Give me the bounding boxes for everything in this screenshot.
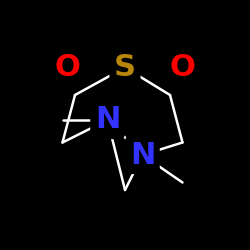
Text: S: S <box>114 53 136 82</box>
Text: O: O <box>170 53 196 82</box>
Text: N: N <box>130 140 155 170</box>
Text: O: O <box>54 53 80 82</box>
Text: N: N <box>95 106 120 134</box>
